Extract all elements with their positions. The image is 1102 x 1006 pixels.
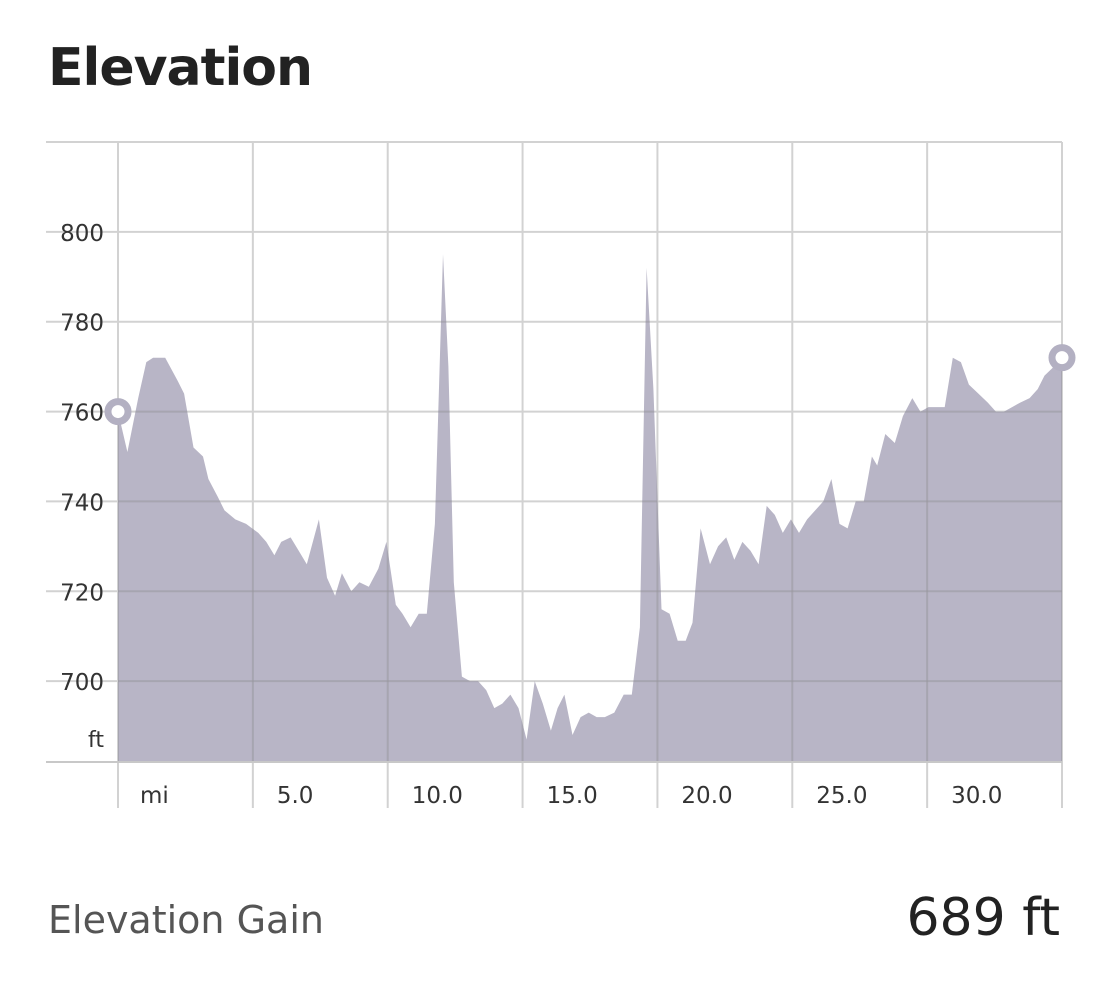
start-marker: [104, 398, 132, 426]
y-tick-label: 760: [60, 401, 104, 427]
x-tick-label: mi: [140, 783, 169, 809]
x-tick-label: 10.0: [412, 783, 463, 809]
elevation-area: [118, 254, 1062, 763]
endpoint-markers: [104, 344, 1076, 426]
elevation-gain-label: Elevation Gain: [48, 898, 324, 942]
end-marker: [1048, 344, 1076, 372]
elevation-chart: ft 700 720 740 760 780 800 mi 5.0 10.0 15.0 20.0 25…: [46, 141, 1076, 809]
x-tick-label: 25.0: [816, 783, 867, 809]
x-tick-label: 30.0: [951, 783, 1002, 809]
elevation-gain-value: 689 ft: [906, 888, 1060, 948]
y-tick-label: 740: [60, 490, 104, 516]
y-tick-label: 700: [60, 670, 104, 696]
x-axis-tick-labels: mi 5.0 10.0 15.0 20.0 25.0 30.0: [140, 783, 1002, 809]
y-tick-label: 800: [60, 221, 104, 247]
page-title: Elevation: [48, 38, 313, 98]
x-tick-label: 20.0: [681, 783, 732, 809]
x-tick-label: 15.0: [547, 783, 598, 809]
x-tick-label: 5.0: [277, 783, 314, 809]
y-tick-label: ft: [88, 728, 104, 753]
y-tick-label: 720: [60, 580, 104, 606]
y-axis-tick-labels: ft 700 720 740 760 780 800: [60, 221, 104, 753]
y-tick-label: 780: [60, 311, 104, 337]
